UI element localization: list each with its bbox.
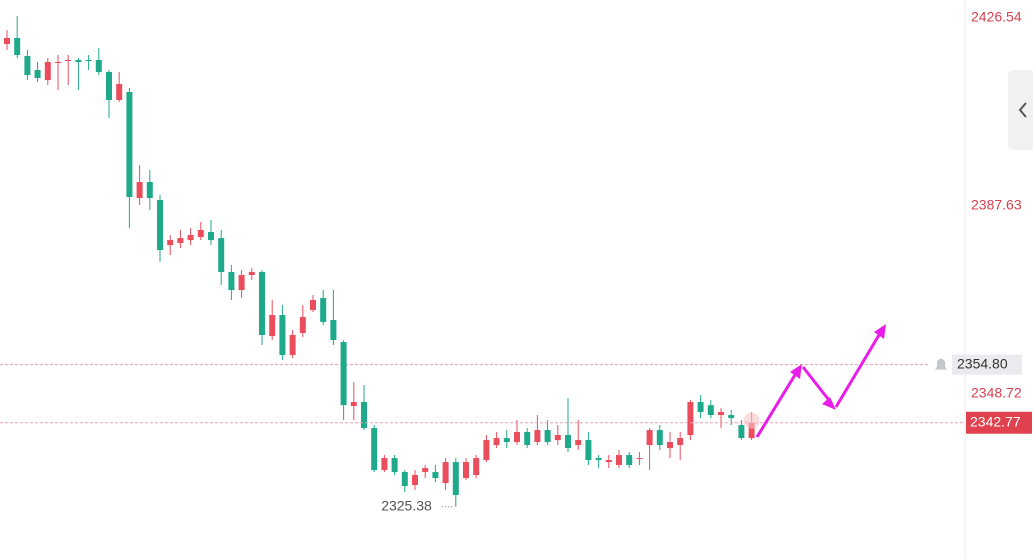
alert-label: 2354.80 [957,355,1008,371]
candle-body [565,435,571,449]
candle-body [167,240,174,246]
candle-body [14,37,21,55]
collapse-tab[interactable] [1008,70,1033,150]
candle-body [646,430,653,446]
candle-body [228,272,235,291]
candle-body [391,458,398,473]
candle-body [279,315,286,356]
low-label: 2325.38 [381,497,432,513]
candle-body [136,182,143,199]
last-price-glow [743,412,760,429]
candle-body [483,440,490,461]
candle-body [524,432,531,446]
candle-body [197,230,204,238]
candle-body [75,60,82,62]
candle-body [44,61,51,81]
candle-body [463,462,469,479]
candle-body [422,468,429,473]
candle-body [269,315,276,337]
candle-body [330,320,337,341]
forecast-arrow [755,324,886,438]
candle-body [126,91,133,198]
candle-body [299,317,306,334]
candle-body [432,472,439,479]
bell-icon [935,358,947,370]
y-tick-label: 2348.72 [971,385,1022,401]
candle-body [157,200,163,251]
candle-body [361,402,367,429]
candle-body [65,60,72,62]
candle-body [626,455,633,466]
candle-body [748,422,755,439]
candle-body [320,298,327,323]
candle-body [371,428,378,471]
candle-body [585,440,592,461]
y-tick-label: 2426.54 [971,9,1022,25]
candle-body [24,55,31,76]
candle-body [412,475,418,486]
candle-body [310,300,316,311]
candle-body [340,342,347,406]
candle-body [259,272,265,336]
candle-body [442,462,449,484]
candle-body [401,472,408,487]
candle-body [218,238,225,273]
candle-body [4,37,10,45]
candle-body [503,438,510,443]
candle-body [687,402,694,436]
candle-body [697,402,704,413]
candle-body [177,238,184,244]
candle-body [616,455,622,466]
candle-body [381,458,388,471]
candle-body [636,458,643,460]
candle-body [187,235,194,241]
candle-body [595,458,602,461]
candle-body [707,405,714,416]
candle-body [718,412,724,416]
candle-body [667,442,673,449]
candle-body [238,275,245,291]
candle-body [55,61,61,63]
price-label: 2342.77 [970,413,1021,429]
price-badge [966,411,1032,434]
candle-body [493,438,500,446]
candle-body [605,460,612,463]
candle-body [554,435,561,441]
candle-body [544,430,551,443]
candle-body [656,430,663,446]
candle-body [34,70,41,79]
candle-body [452,462,459,496]
candle-body [473,458,480,476]
candle-body [289,335,296,356]
candle-body [534,430,541,443]
candle-body [575,440,582,446]
candle-body [350,402,357,407]
candle-body [728,415,735,419]
candle-body [738,425,745,439]
candle-body [116,84,123,101]
candle-body [106,71,112,101]
y-tick-label: 2387.63 [971,197,1022,213]
candle-body [677,438,684,446]
candle-body [208,232,214,241]
candle-body [146,182,153,199]
candle-body [85,60,92,62]
candle-body [514,432,520,443]
alert-badge [952,354,1022,375]
candle-body [248,272,255,276]
candle-body [95,60,102,72]
